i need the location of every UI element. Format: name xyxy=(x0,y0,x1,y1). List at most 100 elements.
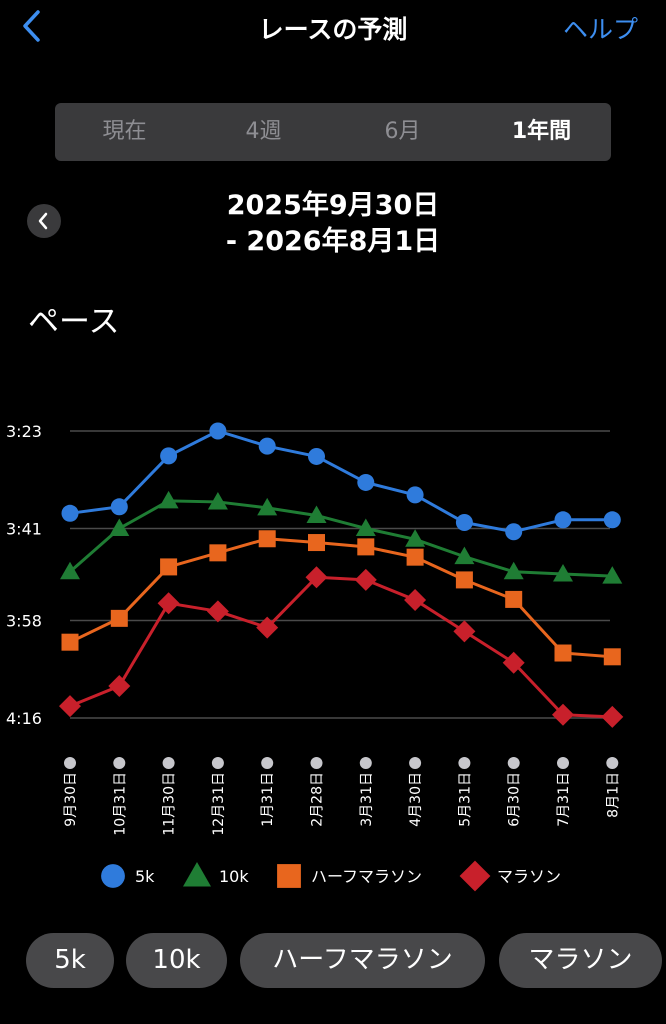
data-point xyxy=(357,473,375,491)
period-tab-1-year[interactable]: 1年間 xyxy=(511,119,572,144)
data-point xyxy=(109,518,130,536)
previous-period-button[interactable] xyxy=(27,204,61,238)
back-button[interactable] xyxy=(18,8,48,44)
period-tab-6-months[interactable]: 6月 xyxy=(384,119,421,144)
x-tick-dot xyxy=(211,757,224,769)
data-point xyxy=(157,592,180,615)
data-point xyxy=(505,523,523,541)
x-tick-label: 1月31日 xyxy=(260,772,276,827)
period-segmented-control: 現在 4週 6月 1年間 xyxy=(55,103,611,161)
x-tick-label: 11月30日 xyxy=(162,772,178,836)
x-tick-dot xyxy=(606,757,619,769)
data-point xyxy=(455,514,473,532)
data-point xyxy=(354,568,377,591)
filter-half-marathon-button[interactable]: ハーフマラソン xyxy=(240,933,485,988)
filter-5k-button[interactable]: 5k xyxy=(26,933,114,988)
period-tab-current[interactable]: 現在 xyxy=(102,119,147,144)
data-point xyxy=(603,511,621,529)
x-tick-dot xyxy=(162,757,175,769)
pace-line-chart: 3:23 3:41 3:58 4:16 9月30日 10月31日 11月30日 12月31日… xyxy=(6,422,624,892)
x-tick-label: 7月31日 xyxy=(556,772,572,827)
data-point xyxy=(257,497,278,516)
x-tick-label: 9月30日 xyxy=(63,772,79,827)
chevron-left-icon xyxy=(23,10,40,42)
data-point xyxy=(60,561,80,580)
legend-label: 5k xyxy=(135,867,155,886)
legend-label: マラソン xyxy=(497,867,561,886)
chevron-left-icon xyxy=(38,212,48,230)
x-tick-dot xyxy=(359,757,372,769)
metric-title: ペース xyxy=(28,304,120,340)
data-point xyxy=(357,538,375,556)
data-point xyxy=(110,609,128,627)
x-tick-label: 8月1日 xyxy=(605,772,621,818)
data-point xyxy=(61,633,79,651)
data-point xyxy=(455,571,473,589)
x-tick-dot xyxy=(557,757,569,769)
data-point xyxy=(258,530,276,548)
data-point xyxy=(209,422,227,440)
data-point xyxy=(502,651,525,674)
data-point xyxy=(404,588,427,611)
data-point xyxy=(158,490,179,509)
y-tick-label: 3:41 xyxy=(6,519,42,538)
data-point xyxy=(453,620,476,643)
x-tick-label: 5月31日 xyxy=(457,772,473,827)
data-point xyxy=(160,447,178,465)
data-point xyxy=(308,534,325,552)
data-point xyxy=(603,648,621,666)
data-point xyxy=(406,548,424,566)
data-point xyxy=(405,529,426,547)
data-point xyxy=(503,561,524,580)
data-point xyxy=(355,518,376,536)
legend-label: 10k xyxy=(219,867,249,886)
date-range-end: - 2026年8月1日 xyxy=(225,226,441,257)
data-point xyxy=(59,695,81,718)
x-tick-dot xyxy=(409,757,422,769)
data-point xyxy=(256,616,279,639)
data-point xyxy=(554,644,572,662)
legend-marker xyxy=(101,864,125,888)
data-point xyxy=(207,491,228,510)
data-point xyxy=(602,566,623,584)
navigation-bar: レースの予測 ヘルプ xyxy=(0,0,666,56)
y-tick-label: 3:23 xyxy=(6,422,42,441)
series-line xyxy=(69,429,613,534)
legend-label: ハーフマラソン xyxy=(311,867,422,886)
data-point xyxy=(108,675,131,698)
data-point xyxy=(206,600,229,623)
page-title: レースの予測 xyxy=(258,15,408,44)
x-tick-dot xyxy=(64,757,76,769)
data-point xyxy=(258,437,276,455)
filter-marathon-button[interactable]: マラソン xyxy=(499,933,662,988)
x-tick-label: 12月31日 xyxy=(211,772,227,836)
x-tick-dot xyxy=(507,757,520,769)
legend-marker xyxy=(459,860,491,892)
data-point xyxy=(306,505,327,523)
data-point xyxy=(160,558,178,576)
legend-marker xyxy=(277,864,301,888)
x-tick-label: 2月28日 xyxy=(310,772,326,827)
x-tick-dot xyxy=(113,757,126,769)
x-tick-label: 3月31日 xyxy=(359,772,375,827)
series-line xyxy=(69,575,613,719)
date-range-start: 2025年9月30日 xyxy=(226,190,440,221)
x-tick-label: 4月30日 xyxy=(408,772,424,827)
data-point xyxy=(61,504,79,522)
data-point xyxy=(601,705,624,728)
data-point xyxy=(505,590,523,608)
x-tick-label: 6月30日 xyxy=(507,772,523,827)
series-line xyxy=(69,537,613,659)
date-range: 2025年9月30日 - 2026年8月1日 xyxy=(0,188,666,260)
help-link[interactable]: ヘルプ xyxy=(562,15,638,44)
data-point xyxy=(305,566,328,589)
y-tick-label: 3:58 xyxy=(6,612,42,631)
y-tick-label: 4:16 xyxy=(6,709,42,728)
data-point xyxy=(308,447,325,465)
x-tick-dot xyxy=(458,757,471,769)
data-point xyxy=(454,546,475,565)
x-tick-dot xyxy=(261,757,274,769)
period-tab-4-weeks[interactable]: 4週 xyxy=(245,119,282,144)
data-point xyxy=(110,498,128,516)
filter-10k-button[interactable]: 10k xyxy=(126,933,227,988)
